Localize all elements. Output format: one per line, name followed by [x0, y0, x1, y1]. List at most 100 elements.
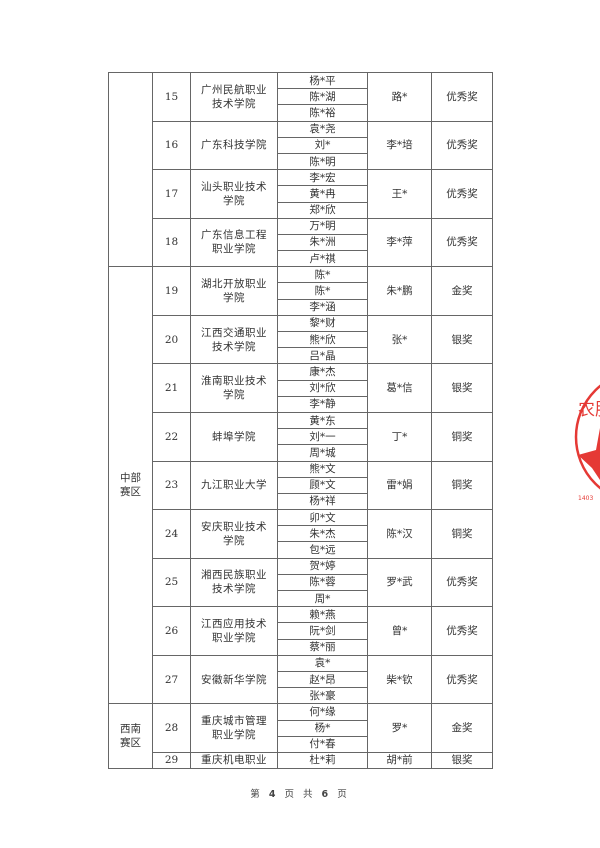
team-number: 27 [152, 654, 191, 705]
footer-prefix: 第 [250, 789, 263, 800]
award-level: 银奖 [431, 751, 493, 770]
award-level: 优秀奖 [431, 557, 493, 608]
student-name: 顾*文 [277, 476, 368, 494]
award-level: 铜奖 [431, 411, 493, 462]
student-name: 李*涵 [277, 298, 368, 316]
student-name: 阮*剑 [277, 622, 368, 640]
school-name: 重庆机电职业 [190, 751, 278, 770]
seal-star-icon [578, 428, 600, 480]
table-row: 27 安徽新华学院 袁* 柴*钦 优秀奖 [109, 654, 493, 705]
award-level: 银奖 [431, 314, 493, 365]
teacher-name: 罗* [367, 703, 432, 753]
award-level: 铜奖 [431, 460, 493, 511]
table-row: 杨* [109, 719, 493, 737]
teacher-name: 柴*钦 [367, 654, 432, 705]
award-level: 优秀奖 [431, 169, 493, 219]
region-cell: 中部赛区 [108, 266, 153, 705]
award-level: 金奖 [431, 703, 493, 753]
current-page: 4 [268, 789, 279, 800]
student-name: 陈*裕 [277, 104, 368, 122]
team-number: 25 [152, 557, 191, 608]
award-level: 优秀奖 [431, 72, 493, 122]
student-name: 李*静 [277, 395, 368, 413]
student-name: 杜*莉 [277, 751, 368, 770]
total-pages: 6 [321, 789, 332, 800]
teacher-name: 李*培 [367, 120, 432, 171]
table-row: 23 九江职业大学 熊*文 雷*娟 铜奖 [109, 460, 493, 511]
table-row: 24 安庆职业技术学院 卯*文 陈*汉 铜奖 [109, 509, 493, 559]
footer-mid: 页 共 [284, 789, 316, 800]
school-name: 广州民航职业技术学院 [190, 72, 278, 122]
table-row: 17 汕头职业技术学院 李*宏 王* 优秀奖 [109, 169, 493, 219]
teacher-name: 陈*汉 [367, 509, 432, 559]
table-row: 包*远 [109, 541, 493, 559]
table-row: 中部赛区 19 湖北开放职业学院 陈* 朱*鹏 金奖 [108, 266, 493, 705]
team-number: 20 [152, 314, 191, 365]
team-number: 15 [152, 72, 191, 122]
team-number: 16 [152, 120, 191, 171]
teacher-name: 路* [367, 72, 432, 122]
student-name: 郑*欣 [277, 201, 368, 219]
school-name: 广东科技学院 [190, 120, 278, 171]
student-name: 袁*尧 [277, 120, 368, 138]
table-row: 黄*冉 [109, 185, 493, 203]
table-row: 22 蚌埠学院 黄*东 丁* 铜奖 [109, 411, 493, 462]
table-row: 21 淮南职业技术学院 康*杰 葛*信 银奖 [109, 363, 493, 413]
student-name: 熊*欣 [277, 330, 368, 349]
table-row: 刘*欣 [109, 379, 493, 397]
teacher-name: 雷*娟 [367, 460, 432, 511]
student-name: 陈*湖 [277, 88, 368, 106]
teacher-name: 丁* [367, 411, 432, 462]
student-name: 黄*东 [277, 411, 368, 430]
table-row: 29 重庆机电职业 杜*莉 胡*前 银奖 [109, 751, 493, 770]
student-name: 张*豪 [277, 687, 368, 705]
student-name: 刘*一 [277, 428, 368, 446]
student-name: 李*宏 [277, 169, 368, 187]
table-row: 杨*祥 [109, 492, 493, 511]
team-number: 28 [152, 703, 191, 753]
student-name: 吕*晶 [277, 347, 368, 365]
student-name: 周* [277, 589, 368, 608]
team-number: 18 [152, 217, 191, 268]
award-level: 优秀奖 [431, 654, 493, 705]
award-level: 银奖 [431, 363, 493, 413]
student-name: 卢*祺 [277, 250, 368, 268]
student-name: 刘* [277, 136, 368, 154]
page-footer: 第 4 页 共 6 页 [0, 786, 600, 800]
award-table: 15 广州民航职业技术学院 杨*平 路* 优秀奖 陈*湖 陈*裕 16 广东科技学院 袁*尧 李*培… [108, 71, 493, 770]
student-name: 贺*婷 [277, 557, 368, 575]
student-name: 赖*燕 [277, 606, 368, 624]
table-row: 15 广州民航职业技术学院 杨*平 路* 优秀奖 [108, 71, 493, 268]
student-name: 陈*明 [277, 152, 368, 171]
student-name: 朱*杰 [277, 525, 368, 543]
school-name: 湖北开放职业学院 [190, 266, 278, 316]
school-name: 淮南职业技术学院 [190, 363, 278, 413]
school-name: 江西交通职业技术学院 [190, 314, 278, 365]
award-level: 优秀奖 [431, 606, 493, 656]
seal-ring [574, 384, 600, 490]
team-number: 17 [152, 169, 191, 219]
seal-number: 1403 [578, 495, 593, 502]
student-name: 周*城 [277, 444, 368, 462]
school-name: 安庆职业技术学院 [190, 509, 278, 559]
student-name: 赵*昂 [277, 670, 368, 689]
student-name: 杨*祥 [277, 492, 368, 511]
student-name: 袁* [277, 654, 368, 672]
award-level: 优秀奖 [431, 217, 493, 268]
team-number: 22 [152, 411, 191, 462]
table-row: 李*静 [109, 395, 493, 413]
award-level: 优秀奖 [431, 120, 493, 171]
school-name: 九江职业大学 [190, 460, 278, 511]
table-row: 16 广东科技学院 袁*尧 李*培 优秀奖 [109, 120, 493, 171]
team-number: 19 [152, 266, 191, 316]
teacher-name: 朱*鹏 [367, 266, 432, 316]
student-name: 黄*冉 [277, 185, 368, 203]
table-row: 周*城 [109, 444, 493, 462]
team-number: 29 [152, 751, 191, 770]
region-cell [108, 71, 153, 268]
teacher-name: 曾* [367, 606, 432, 656]
team-number: 21 [152, 363, 191, 413]
school-name: 广东信息工程职业学院 [190, 217, 278, 268]
student-name: 包*远 [277, 541, 368, 559]
school-name: 重庆城市管理职业学院 [190, 703, 278, 753]
